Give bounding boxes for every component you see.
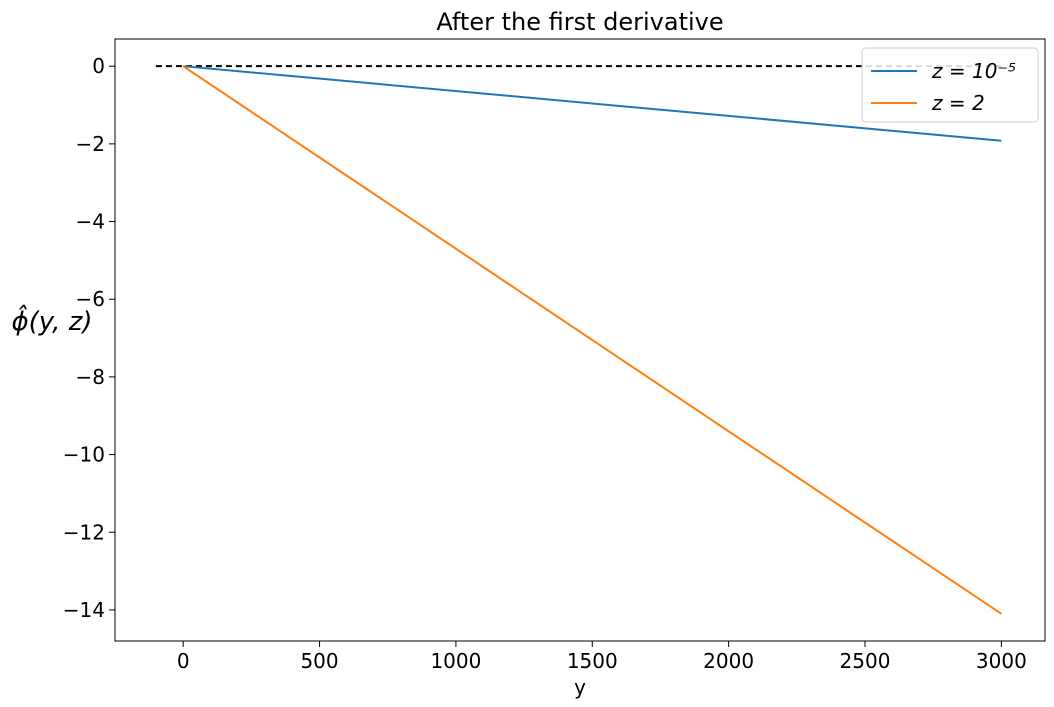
- y-tick-label-0: 0: [92, 54, 105, 78]
- x-tick-label-3: 1500: [567, 649, 618, 673]
- y-tick-label-2: −4: [76, 210, 105, 234]
- series-line-2: [182, 65, 1002, 615]
- legend-label-series-1: z = 10⁻⁵: [931, 59, 1016, 83]
- series-lines: [182, 65, 1002, 615]
- y-axis: 0 −2 −4 −6 −8 −10 −12 −14: [63, 54, 115, 622]
- y-tick-label-5: −10: [63, 443, 105, 467]
- x-tick-label-0: 0: [177, 649, 190, 673]
- y-axis-label: ϕ̂(y, z): [12, 303, 93, 337]
- x-tick-label-6: 3000: [976, 649, 1027, 673]
- plot-area: [114, 38, 1046, 642]
- plot-frame: [114, 38, 1046, 642]
- y-tick-label-1: −2: [76, 132, 105, 156]
- legend-label-series-2: z = 2: [931, 91, 985, 115]
- x-axis-label: y: [574, 675, 586, 699]
- x-tick-label-2: 1000: [430, 649, 481, 673]
- chart-title: After the first derivative: [436, 8, 723, 36]
- legend: z = 10⁻⁵ z = 2: [861, 47, 1039, 123]
- x-tick-label-4: 2000: [703, 649, 754, 673]
- y-tick-label-7: −14: [63, 598, 105, 622]
- x-axis: 0 500 1000 1500 2000 2500 3000: [177, 641, 1027, 673]
- y-tick-label-3: −6: [76, 287, 105, 311]
- x-tick-label-5: 2500: [840, 649, 891, 673]
- series-line-1: [183, 65, 1002, 142]
- x-tick-label-1: 500: [300, 649, 338, 673]
- y-tick-label-4: −8: [76, 365, 105, 389]
- y-tick-label-6: −12: [63, 520, 105, 544]
